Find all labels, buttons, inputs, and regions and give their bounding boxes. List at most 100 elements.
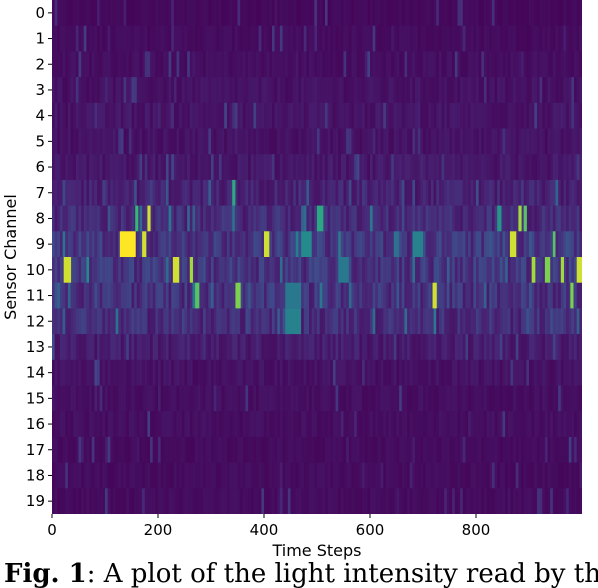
heatmap-cell — [120, 436, 124, 463]
heatmap-cell — [218, 462, 222, 489]
heatmap-cell — [340, 334, 344, 361]
heatmap-cell — [75, 77, 79, 104]
heatmap-cell — [158, 154, 162, 181]
heatmap-cell — [444, 462, 448, 489]
heatmap-cell — [502, 205, 506, 232]
heatmap-cell — [486, 128, 490, 155]
heatmap-cell — [179, 282, 183, 309]
heatmap-cell — [526, 436, 530, 463]
heatmap-cell — [491, 308, 495, 335]
heatmap-cell — [370, 205, 374, 232]
heatmap-cell — [234, 77, 238, 104]
heatmap-cell — [224, 179, 228, 206]
heatmap-cell — [232, 282, 236, 309]
heatmap-cell — [444, 411, 448, 438]
heatmap-cell — [529, 231, 533, 258]
heatmap-cell — [248, 462, 252, 489]
heatmap-cell — [332, 257, 336, 284]
heatmap-cell — [152, 436, 156, 463]
heatmap-cell — [486, 154, 490, 181]
heatmap-cell — [476, 154, 480, 181]
heatmap-cell — [536, 77, 540, 104]
heatmap-cell — [510, 179, 514, 206]
heatmap-cell — [112, 282, 116, 309]
y-tick-label: 12 — [26, 312, 45, 330]
heatmap-cell — [465, 102, 469, 129]
heatmap-cell — [311, 128, 315, 155]
heatmap-cell — [468, 0, 472, 27]
heatmap-cell — [489, 385, 493, 412]
heatmap-cell — [144, 385, 148, 412]
heatmap-cell — [248, 411, 252, 438]
heatmap-cell — [152, 385, 156, 412]
heatmap-cell — [128, 25, 132, 52]
heatmap-cell — [388, 359, 392, 386]
heatmap-cell — [319, 436, 323, 463]
heatmap-cell — [253, 385, 257, 412]
heatmap-cell — [452, 462, 456, 489]
heatmap-cell — [521, 359, 525, 386]
heatmap-cell — [462, 488, 466, 514]
heatmap-cell — [118, 102, 122, 129]
heatmap-cell — [454, 359, 458, 386]
heatmap-cell — [142, 51, 146, 78]
heatmap-cell — [240, 179, 244, 206]
heatmap-cell — [290, 334, 294, 361]
heatmap-cell — [420, 411, 424, 438]
heatmap-cell — [269, 488, 273, 514]
heatmap-cell — [558, 257, 562, 284]
heatmap-cell — [234, 128, 238, 155]
heatmap-cell — [150, 411, 154, 438]
heatmap-cell — [380, 51, 384, 78]
heatmap-cell — [131, 25, 135, 52]
heatmap-cell — [240, 385, 244, 412]
heatmap-cell — [571, 231, 575, 258]
heatmap-cell — [536, 128, 540, 155]
heatmap-cell — [433, 0, 437, 27]
heatmap-cell — [134, 436, 138, 463]
heatmap-cell — [97, 411, 101, 438]
heatmap-cell — [539, 334, 543, 361]
heatmap-cell — [83, 411, 87, 438]
heatmap-cell — [303, 385, 307, 412]
heatmap-cell — [187, 462, 191, 489]
heatmap-cell — [160, 308, 164, 335]
heatmap-cell — [303, 77, 307, 104]
heatmap-cell — [266, 102, 270, 129]
heatmap-cell — [94, 308, 98, 335]
heatmap-cell — [155, 308, 159, 335]
heatmap-cell — [560, 25, 564, 52]
heatmap-cell — [184, 385, 188, 412]
heatmap-cell — [566, 205, 570, 232]
heatmap-cell — [324, 257, 328, 284]
heatmap-cell — [136, 102, 140, 129]
heatmap-cell — [83, 257, 87, 284]
heatmap-cell — [65, 0, 69, 27]
heatmap-cell — [523, 51, 527, 78]
heatmap-cell — [83, 385, 87, 412]
heatmap-cell — [258, 179, 262, 206]
heatmap-cell — [295, 0, 299, 27]
heatmap-cell — [491, 411, 495, 438]
heatmap-cell — [566, 462, 570, 489]
heatmap-cell — [529, 179, 533, 206]
heatmap-cell — [483, 488, 487, 514]
heatmap-cell — [75, 231, 79, 258]
heatmap-cell — [483, 102, 487, 129]
heatmap-cell — [192, 488, 196, 514]
heatmap-cell — [391, 128, 395, 155]
heatmap-cell — [536, 102, 540, 129]
heatmap-cell — [425, 179, 429, 206]
heatmap-cell — [287, 77, 291, 104]
heatmap-cell — [319, 282, 323, 309]
heatmap-cell — [354, 462, 358, 489]
heatmap-cell — [65, 154, 69, 181]
heatmap-cell — [375, 179, 379, 206]
heatmap-cell — [128, 411, 132, 438]
heatmap-cell — [324, 0, 328, 27]
heatmap-cell — [465, 359, 469, 386]
heatmap-cell — [120, 385, 124, 412]
heatmap-cell — [282, 205, 286, 232]
heatmap-cell — [293, 257, 297, 284]
heatmap-cell — [396, 308, 400, 335]
